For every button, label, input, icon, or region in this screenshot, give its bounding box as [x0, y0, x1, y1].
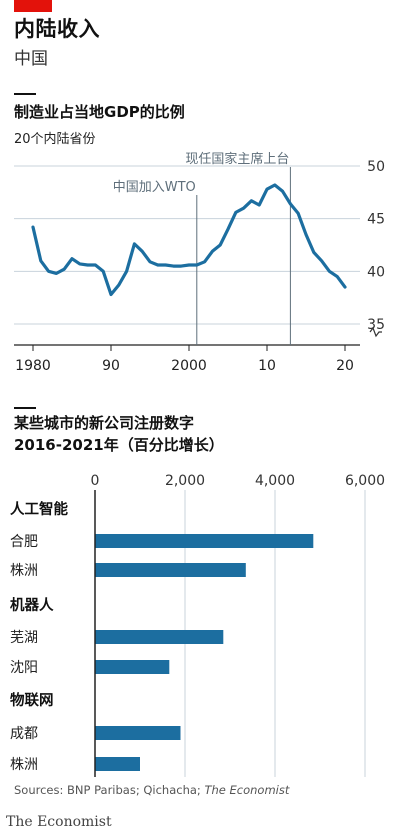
x-tick-label: 4,000 — [255, 473, 295, 489]
bar — [95, 660, 170, 674]
group-label: 物联网 — [10, 691, 54, 709]
sources-text: Sources: BNP Paribas; Qichacha; — [14, 783, 205, 797]
y-tick-label: 35 — [367, 317, 385, 333]
page-title: 内陆收入 — [14, 17, 100, 41]
bar — [95, 534, 314, 548]
bar — [95, 757, 140, 771]
brand-red-tag — [14, 0, 52, 12]
bar — [95, 563, 246, 577]
brand-wordmark: The Economist — [6, 814, 112, 830]
x-tick-label: 6,000 — [345, 473, 385, 489]
category-label: 沈阳 — [10, 660, 38, 676]
category-label: 芜湖 — [10, 629, 38, 646]
sources-note: Sources: BNP Paribas; Qichacha; The Econ… — [14, 783, 289, 797]
x-tick-label: 20 — [336, 358, 354, 374]
chart2-title: 某些城市的新公司注册数字 2016-2021年（百分比增长） — [14, 412, 224, 456]
y-tick-label: 45 — [367, 212, 385, 228]
chart1-title: 制造业占当地GDP的比例 — [14, 103, 185, 121]
y-tick-label: 40 — [367, 264, 385, 280]
x-tick-label: 2,000 — [165, 473, 205, 489]
chart2-title-line2: 2016-2021年（百分比增长） — [14, 436, 224, 454]
category-label: 成都 — [10, 726, 38, 742]
group-label: 人工智能 — [10, 500, 68, 518]
axis-break-icon — [369, 326, 382, 338]
category-label: 合肥 — [10, 534, 38, 550]
y-tick-label: 50 — [367, 159, 385, 175]
line-chart: 35 40 45 50 1980 90 2000 10 20 中国加入WTO 现任国家主席上台 — [14, 151, 385, 374]
chart1-subtitle: 20个内陆省份 — [14, 132, 96, 147]
bar — [95, 630, 224, 644]
series-line — [31, 183, 347, 297]
category-label: 株洲 — [10, 563, 38, 579]
bar — [95, 726, 181, 740]
x-tick-label: 1980 — [15, 358, 51, 374]
sources-italic: The Economist — [204, 783, 290, 797]
x-tick-label: 90 — [102, 358, 120, 374]
chart2-rule — [14, 407, 36, 409]
x-tick-label: 0 — [91, 473, 100, 489]
x-tick-label: 10 — [258, 358, 276, 374]
chart2-title-line1: 某些城市的新公司注册数字 — [14, 414, 195, 432]
x-tick-label: 2000 — [171, 358, 207, 374]
group-label: 机器人 — [10, 596, 54, 614]
annotation-label: 中国加入WTO — [113, 180, 196, 195]
page-subtitle: 中国 — [14, 49, 48, 69]
annotation-label: 现任国家主席上台 — [185, 151, 289, 167]
chart1-rule — [14, 93, 36, 95]
category-label: 株洲 — [10, 757, 38, 773]
